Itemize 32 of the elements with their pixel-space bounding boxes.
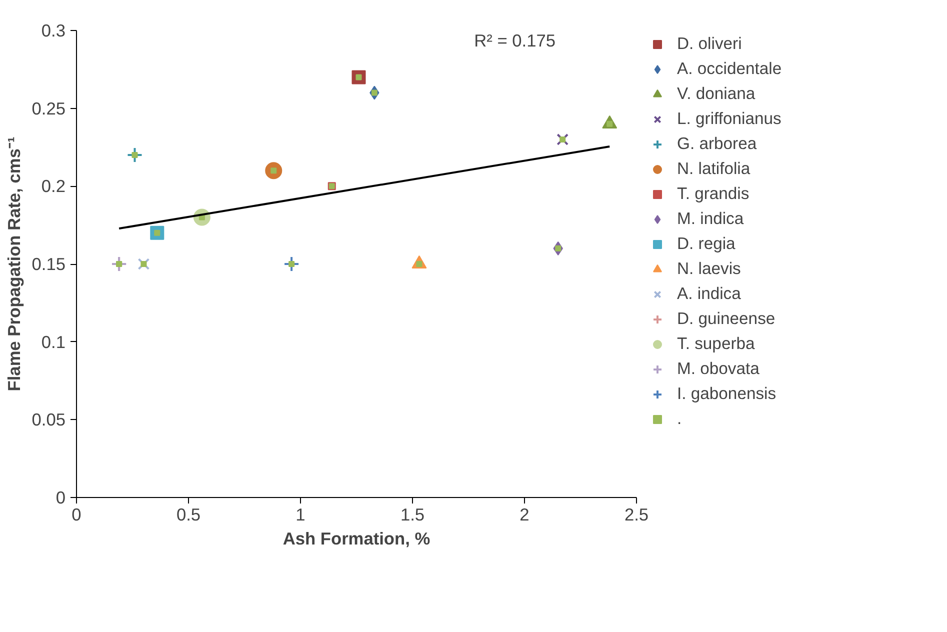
y-tick-label: 0.2: [41, 176, 66, 196]
legend-label: N. laevis: [677, 259, 741, 279]
legend-label: A. indica: [677, 284, 741, 304]
x-axis-title: Ash Formation, %: [282, 528, 430, 548]
x-tick-label: 1.5: [400, 504, 425, 524]
y-tick-label: 0.3: [41, 20, 66, 40]
legend-label: G. arborea: [677, 134, 757, 154]
y-tick-label: 0: [56, 488, 66, 508]
legend-label: D. guineense: [677, 309, 776, 329]
legend-label: M. obovata: [677, 359, 760, 379]
y-axis-title: Flame Propagation Rate, cms⁻¹: [4, 136, 24, 392]
legend-label: N. latifolia: [677, 159, 750, 179]
x-tick-label: 2.5: [624, 504, 649, 524]
annotation: R² = 0.175: [474, 30, 556, 50]
legend-label: D. oliveri: [677, 34, 742, 54]
legend-label: T. superba: [677, 334, 755, 354]
x-tick-label: 2: [520, 504, 530, 524]
y-tick-label: 0.15: [32, 254, 66, 274]
legend-label: I. gabonensis: [677, 384, 776, 404]
legend-label: M. indica: [677, 209, 744, 229]
legend-label: .: [677, 409, 683, 429]
legend-label: L. griffonianus: [677, 109, 782, 129]
y-tick-label: 0.1: [41, 332, 66, 352]
legend-label: A. occidentale: [677, 59, 782, 79]
y-tick-label: 0.25: [32, 98, 66, 118]
x-tick-label: 0: [72, 504, 82, 524]
legend-label: D. regia: [677, 234, 736, 254]
y-tick-label: 0.05: [32, 410, 66, 430]
legend-label: T. grandis: [677, 184, 750, 204]
legend-label: V. doniana: [677, 84, 756, 104]
x-tick-label: 0.5: [176, 504, 201, 524]
x-tick-label: 1: [296, 504, 306, 524]
